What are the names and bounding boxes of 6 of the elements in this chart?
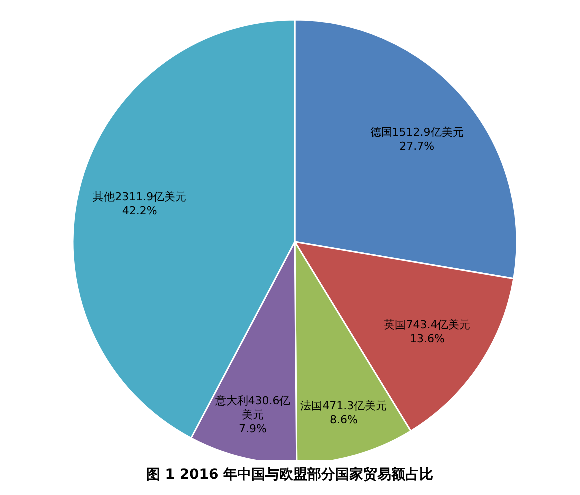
- text: 图 1 2016 年中国与欧盟部分国家贸易额占比: [145, 466, 435, 484]
- slice-label: 意大利430.6亿美元 7.9%: [214, 394, 291, 436]
- slice-label: 其他2311.9亿美元 42.2%: [93, 190, 187, 218]
- slice-label: 法国471.3亿美元 8.6%: [300, 399, 388, 426]
- slice-label: 德国1512.9亿美元 27.7%: [370, 125, 464, 152]
- slice-label: 英国743.4亿美元 13.6%: [384, 318, 471, 345]
